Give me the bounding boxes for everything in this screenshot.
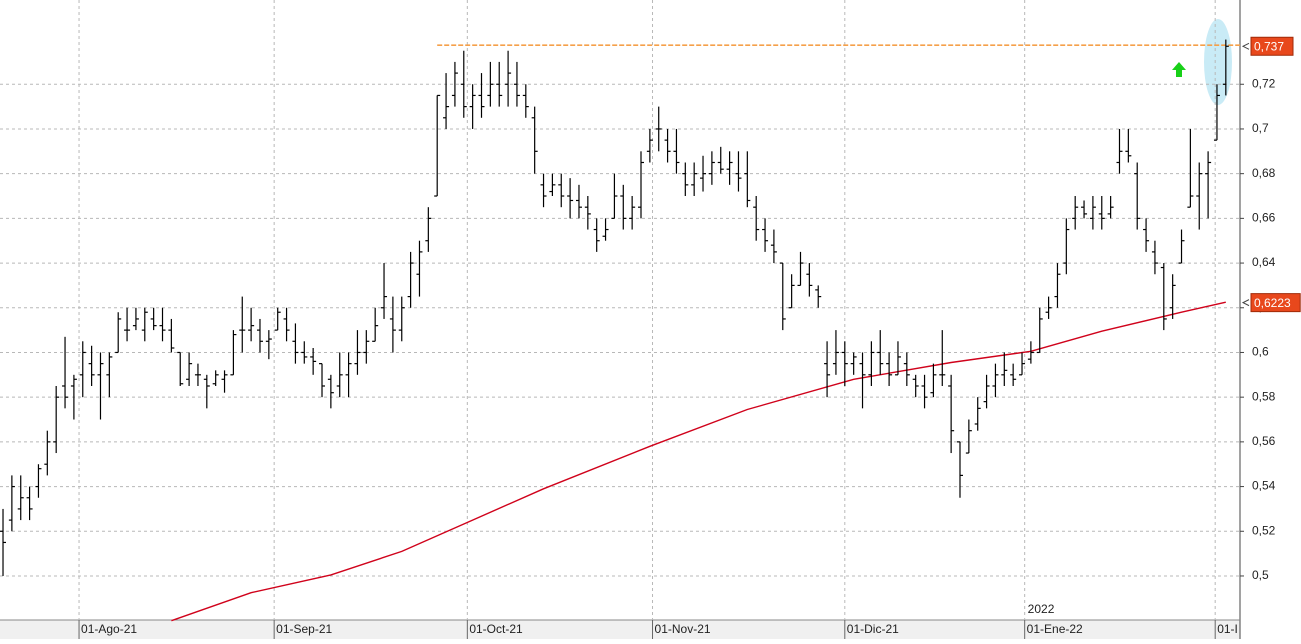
x-tick-label: 01-Nov-21 xyxy=(655,622,711,636)
y-tick-label: 0,56 xyxy=(1252,434,1276,448)
y-tick-label: 0,64 xyxy=(1252,255,1276,269)
x-tick-label: 01-I xyxy=(1217,622,1238,636)
price-badge xyxy=(1250,36,1294,56)
price-pointer xyxy=(1241,42,1250,50)
x-tick-label: 01-Ago-21 xyxy=(81,622,137,636)
moving-average-line xyxy=(171,301,1226,622)
highlight-ellipse xyxy=(1204,19,1232,105)
year-label: 2022 xyxy=(1028,602,1055,616)
y-tick-label: 0,66 xyxy=(1252,211,1276,225)
y-tick-label: 0,72 xyxy=(1252,76,1276,90)
x-tick-label: 01-Dic-21 xyxy=(847,622,899,636)
y-tick-label: 0,58 xyxy=(1252,389,1276,403)
y-tick-label: 0,7 xyxy=(1252,121,1269,135)
y-tick-label: 0,68 xyxy=(1252,166,1276,180)
x-tick-label: 01-Oct-21 xyxy=(469,622,523,636)
plot-area: 0,50,520,540,560,580,60,620,640,660,680,… xyxy=(0,0,1276,639)
price-badge-label: 0,737 xyxy=(1254,39,1284,53)
up-arrow xyxy=(1172,62,1186,77)
price-badge-label: 0,6223 xyxy=(1254,296,1291,310)
y-tick-label: 0,52 xyxy=(1252,523,1276,537)
y-tick-label: 0,6 xyxy=(1252,345,1269,359)
y-tick-label: 0,5 xyxy=(1252,568,1269,582)
date-strip xyxy=(0,620,1240,639)
x-tick-label: 01-Ene-22 xyxy=(1027,622,1083,636)
price-pointer xyxy=(1241,299,1250,307)
price-badge xyxy=(1250,293,1301,313)
y-tick-label: 0,54 xyxy=(1252,479,1276,493)
x-tick-label: 01-Sep-21 xyxy=(276,622,332,636)
